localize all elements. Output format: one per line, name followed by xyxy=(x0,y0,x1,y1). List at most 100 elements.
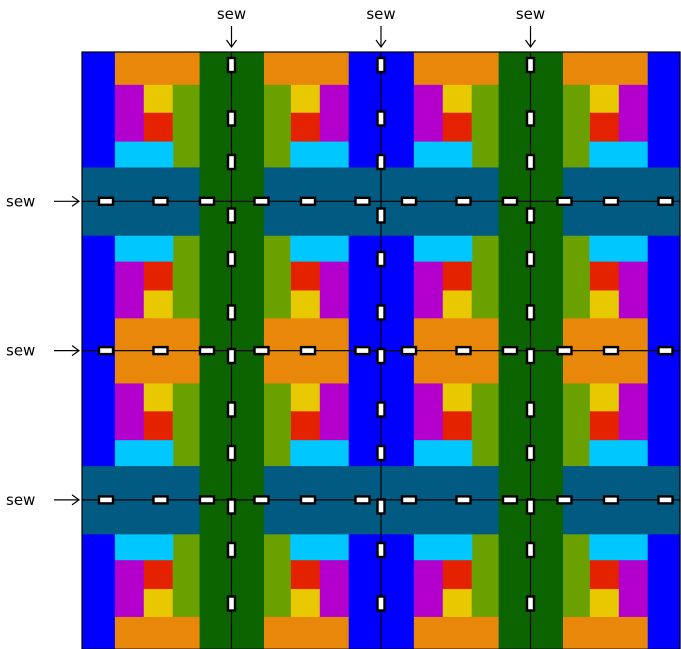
stitch-mark xyxy=(556,196,573,207)
stitch-mark xyxy=(525,541,536,559)
magenta-patch xyxy=(618,559,648,617)
stitch-mark xyxy=(226,207,237,224)
quilt-block xyxy=(381,350,532,501)
red-patch xyxy=(442,261,473,291)
red-patch xyxy=(143,261,174,291)
dark_green-patch xyxy=(199,350,233,501)
dark_green-patch xyxy=(498,350,532,501)
stitch-mark xyxy=(226,401,237,418)
magenta-patch xyxy=(114,261,145,319)
orange-patch xyxy=(413,317,500,352)
teal-patch xyxy=(381,499,500,535)
stitch-mark xyxy=(602,345,620,356)
olive-patch xyxy=(562,383,590,467)
red-patch xyxy=(442,411,473,441)
teal-patch xyxy=(562,466,681,501)
stitch-mark xyxy=(198,345,216,356)
yellow-patch xyxy=(442,289,473,319)
olive-patch xyxy=(172,383,201,467)
blue-patch xyxy=(647,533,681,649)
cyan-patch xyxy=(114,235,174,262)
blue-patch xyxy=(82,350,116,467)
red-patch xyxy=(589,261,619,291)
stitch-mark xyxy=(525,207,536,224)
red-patch xyxy=(290,112,320,143)
red-patch xyxy=(589,112,619,143)
stitch-mark xyxy=(354,345,371,356)
olive-patch xyxy=(263,235,291,319)
stitch-mark xyxy=(501,345,519,356)
quilt-block xyxy=(231,499,382,649)
yellow-patch xyxy=(442,588,473,617)
cyan-patch xyxy=(114,533,174,561)
stitch-mark xyxy=(226,444,237,462)
stitch-mark xyxy=(226,541,237,559)
sew-label-left: sew xyxy=(6,342,35,360)
magenta-patch xyxy=(319,559,349,617)
stitch-mark xyxy=(657,196,674,207)
sew-label-top: sew xyxy=(366,5,395,23)
stitch-mark xyxy=(152,345,169,356)
stitch-mark xyxy=(376,347,386,365)
sew-label-top: sew xyxy=(217,5,246,23)
quilt-block xyxy=(381,52,532,202)
teal-patch xyxy=(381,201,500,236)
yellow-patch xyxy=(589,588,619,617)
red-patch xyxy=(290,411,320,441)
stitch-mark xyxy=(501,196,519,207)
magenta-patch xyxy=(319,84,349,143)
dark_green-patch xyxy=(199,201,233,352)
blue-patch xyxy=(348,533,382,649)
stitch-mark xyxy=(376,56,386,74)
teal-patch xyxy=(82,201,201,236)
stitch-mark xyxy=(525,250,536,268)
red-patch xyxy=(290,559,320,590)
down-arrow-icon xyxy=(226,39,237,49)
right-arrow-icon xyxy=(71,494,81,506)
sew-label-left: sew xyxy=(6,192,35,210)
stitch-mark xyxy=(525,595,536,612)
blue-patch xyxy=(381,350,415,467)
stitch-mark xyxy=(97,345,115,356)
stitch-mark xyxy=(376,304,386,321)
yellow-patch xyxy=(589,84,619,114)
yellow-patch xyxy=(290,588,320,617)
cyan-patch xyxy=(589,533,648,561)
blue-patch xyxy=(82,235,116,352)
yellow-patch xyxy=(442,84,473,114)
cyan-patch xyxy=(413,440,473,467)
cyan-patch xyxy=(290,235,349,262)
teal-patch xyxy=(263,499,382,535)
yellow-patch xyxy=(442,383,473,412)
blue-patch xyxy=(348,52,382,169)
quilt-block xyxy=(82,52,233,202)
stitch-mark xyxy=(253,345,270,356)
magenta-patch xyxy=(618,383,648,441)
magenta-patch xyxy=(413,261,444,319)
orange-patch xyxy=(413,350,500,385)
stitch-mark xyxy=(376,250,386,268)
stitch-mark xyxy=(525,304,536,321)
magenta-patch xyxy=(618,84,648,143)
orange-patch xyxy=(562,350,648,385)
teal-patch xyxy=(381,167,500,202)
dark_green-patch xyxy=(231,52,264,202)
stitch-mark xyxy=(226,153,237,171)
red-patch xyxy=(143,112,174,143)
quilt-block xyxy=(82,201,233,352)
quilt-block xyxy=(530,201,681,352)
dark_green-patch xyxy=(530,52,563,202)
stitch-mark xyxy=(455,345,472,356)
quilt-block xyxy=(231,201,382,352)
stitch-mark xyxy=(299,345,317,356)
dark_green-patch xyxy=(530,350,563,501)
yellow-patch xyxy=(290,84,320,114)
magenta-patch xyxy=(114,383,145,441)
olive-patch xyxy=(471,383,500,467)
cyan-patch xyxy=(290,533,349,561)
quilt-block xyxy=(381,201,532,352)
stitch-mark xyxy=(602,196,620,207)
dark_green-patch xyxy=(231,350,264,501)
magenta-patch xyxy=(413,559,444,617)
stitch-mark xyxy=(657,345,674,356)
